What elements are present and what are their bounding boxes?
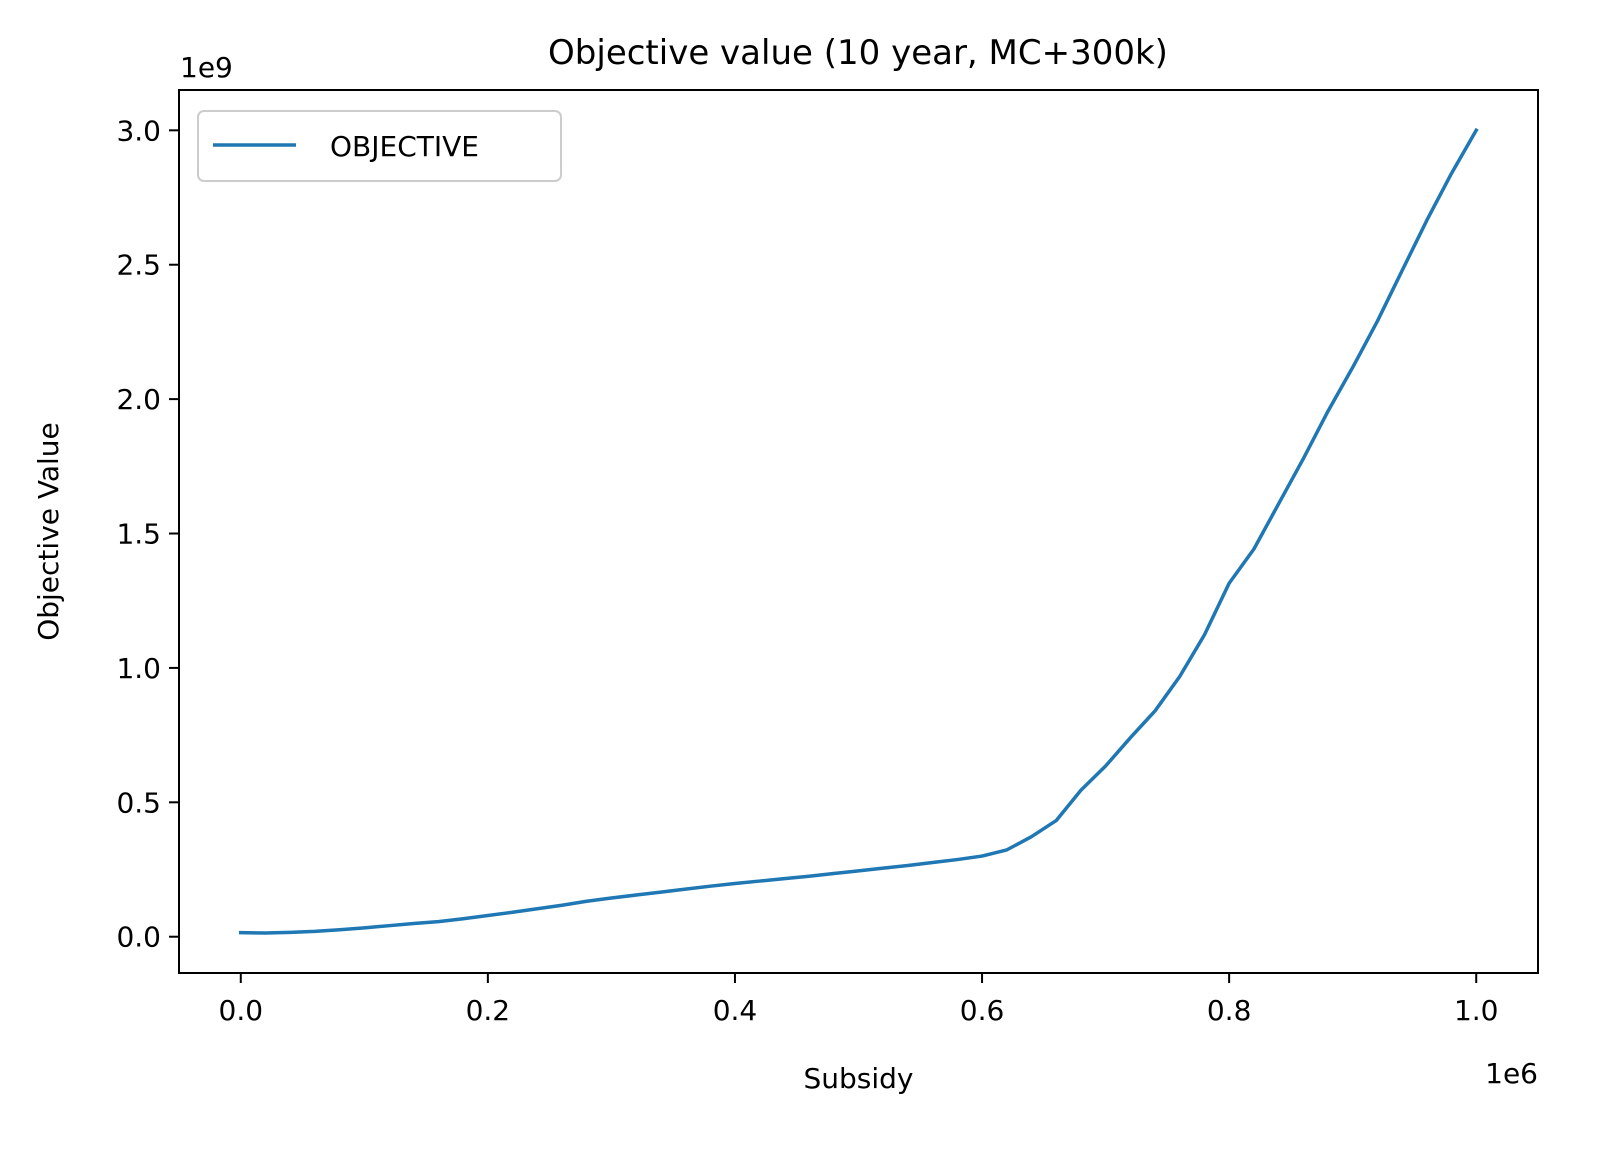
y-tick-label: 0.5 xyxy=(116,786,161,819)
y-tick-label: 1.5 xyxy=(116,518,161,551)
x-tick-label: 0.6 xyxy=(960,994,1005,1027)
y-tick-label: 2.5 xyxy=(116,249,161,282)
legend-label-objective: OBJECTIVE xyxy=(330,130,479,163)
legend-box xyxy=(197,110,562,182)
x-axis-offset-label: 1e6 xyxy=(1485,1057,1538,1090)
y-axis-label: Objective Value xyxy=(32,422,65,641)
x-tick-label: 0.0 xyxy=(219,994,264,1027)
chart-title: Objective value (10 year, MC+300k) xyxy=(548,33,1168,73)
y-axis-offset-label: 1e9 xyxy=(180,51,233,84)
y-axis-ticks: 0.0 0.5 1.0 1.5 2.0 2.5 3.0 xyxy=(116,114,179,954)
x-tick-label: 0.2 xyxy=(466,994,511,1027)
legend: OBJECTIVE xyxy=(197,110,562,182)
x-axis-label: Subsidy xyxy=(803,1062,913,1095)
series-line-objective xyxy=(239,127,1479,935)
y-tick-label: 0.0 xyxy=(116,921,161,954)
x-axis-ticks: 0.0 0.2 0.4 0.6 0.8 1.0 xyxy=(219,973,1499,1027)
y-tick-label: 3.0 xyxy=(116,114,161,147)
x-tick-label: 0.4 xyxy=(713,994,758,1027)
x-tick-label: 0.8 xyxy=(1207,994,1252,1027)
y-tick-label: 1.0 xyxy=(116,652,161,685)
plot-series xyxy=(239,127,1479,935)
y-tick-label: 2.0 xyxy=(116,383,161,416)
plot-frame xyxy=(178,89,1539,974)
x-tick-label: 1.0 xyxy=(1454,994,1499,1027)
